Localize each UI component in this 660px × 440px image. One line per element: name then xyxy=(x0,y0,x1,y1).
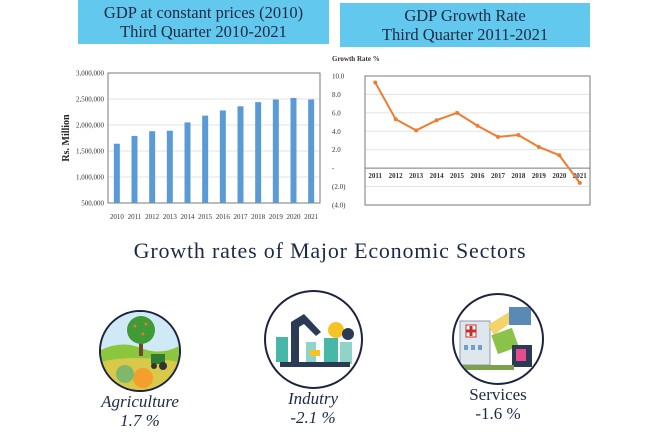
x-tick-label: 2021 xyxy=(573,172,588,180)
data-point xyxy=(434,118,439,123)
data-point xyxy=(516,132,521,137)
bar xyxy=(131,135,138,203)
bar xyxy=(202,115,209,203)
x-tick-label: 2016 xyxy=(216,213,231,221)
bar xyxy=(113,143,120,203)
data-point xyxy=(414,128,419,133)
y-tick-label: 10.0 xyxy=(332,73,345,81)
data-point xyxy=(536,144,541,149)
x-tick-label: 2015 xyxy=(450,172,465,180)
section-title: Growth rates of Major Economic Sectors xyxy=(133,238,527,263)
sector-name: Agriculture xyxy=(101,392,179,411)
x-tick-label: 2020 xyxy=(287,213,302,221)
x-tick-label: 2017 xyxy=(491,172,506,180)
sector-name: Indutry xyxy=(287,389,339,408)
gdp-title-line1: GDP at constant prices (2010) xyxy=(103,3,304,22)
sector-growth-value: -2.1 % xyxy=(290,408,336,427)
bar xyxy=(308,99,315,203)
gdp-growth-rate-title: GDP Growth Rate Third Quarter 2011-2021 xyxy=(340,3,590,47)
y-tick-label: 8.0 xyxy=(332,91,341,99)
data-point xyxy=(373,80,378,85)
bar xyxy=(166,130,173,203)
x-tick-label: 2016 xyxy=(471,172,486,180)
x-tick-label: 2019 xyxy=(269,213,284,221)
industry-icon xyxy=(263,290,363,389)
sector-services: Services -1.6 % xyxy=(443,293,553,423)
y-tick-label: - xyxy=(332,165,335,173)
x-tick-label: 2011 xyxy=(128,213,142,221)
x-tick-label: 2013 xyxy=(409,172,424,180)
x-tick-label: 2013 xyxy=(163,213,178,221)
sector-growth-value: 1.7 % xyxy=(120,411,160,430)
y-tick-label: 1,000,000 xyxy=(76,174,105,182)
y-tick-label: 2,500,000 xyxy=(76,96,105,104)
y-axis-label: Rs. Million xyxy=(61,114,72,162)
bar xyxy=(255,102,262,203)
y-tick-label: 1,500,000 xyxy=(76,148,105,156)
agriculture-icon xyxy=(99,310,181,392)
x-tick-label: 2012 xyxy=(389,172,404,180)
x-tick-label: 2012 xyxy=(145,213,160,221)
y-tick-label: 2,000,000 xyxy=(76,122,105,130)
bar xyxy=(237,106,244,203)
x-tick-label: 2021 xyxy=(304,213,319,221)
sector-agriculture: Agriculture 1.7 % xyxy=(85,310,195,430)
gdp-bar-chart: 500,000 1,000,000 1,500,000 2,000,000 2,500,… xyxy=(61,70,321,221)
data-point xyxy=(393,117,398,122)
x-tick-label: 2020 xyxy=(552,172,567,180)
gdp-constant-prices-title: GDP at constant prices (2010) Third Quar… xyxy=(78,0,329,44)
x-tick-label: 2019 xyxy=(532,172,547,180)
services-icon xyxy=(452,293,544,385)
x-tick-label: 2014 xyxy=(181,213,196,221)
x-tick-label: 2011 xyxy=(368,172,382,180)
growth-title-line2: Third Quarter 2011-2021 xyxy=(381,25,549,44)
x-tick-label: 2018 xyxy=(511,172,525,180)
sector-growth-value: -1.6 % xyxy=(475,404,521,423)
y-tick-label: 2.0 xyxy=(332,146,341,154)
gdp-title-line2: Third Quarter 2010-2021 xyxy=(120,22,287,41)
y-tick-label: (4.0) xyxy=(332,202,346,210)
y-axis-label: Growth Rate % xyxy=(332,55,380,63)
x-tick-label: 2010 xyxy=(110,213,125,221)
data-point xyxy=(557,153,562,158)
bar xyxy=(149,131,156,203)
growth-title-line1: GDP Growth Rate xyxy=(404,6,526,25)
y-tick-label: (2.0) xyxy=(332,183,346,191)
plot-frame xyxy=(107,72,321,204)
bar xyxy=(290,97,297,203)
bar xyxy=(184,122,191,203)
bar xyxy=(272,99,279,203)
y-tick-label: 500,000 xyxy=(81,200,104,208)
data-point xyxy=(475,123,480,128)
x-tick-label: 2015 xyxy=(198,213,213,221)
x-tick-label: 2017 xyxy=(234,213,249,221)
data-point xyxy=(495,134,500,139)
data-point xyxy=(455,110,460,115)
y-tick-label: 6.0 xyxy=(332,109,341,117)
sector-name: Services xyxy=(469,385,527,404)
data-point xyxy=(577,180,582,185)
plot-frame xyxy=(364,75,591,206)
bar xyxy=(219,110,226,203)
y-tick-label: 3,000,000 xyxy=(76,70,105,78)
gdp-growth-line-chart: Growth Rate % 10.0 8.0 6.0 4.0 2.0 - (2.0) (4.0)… xyxy=(332,55,591,210)
y-tick-label: 4.0 xyxy=(332,128,341,136)
x-tick-label: 2018 xyxy=(251,213,266,221)
sector-industry: Indutry -2.1 % xyxy=(263,290,363,427)
x-tick-label: 2014 xyxy=(430,172,445,180)
